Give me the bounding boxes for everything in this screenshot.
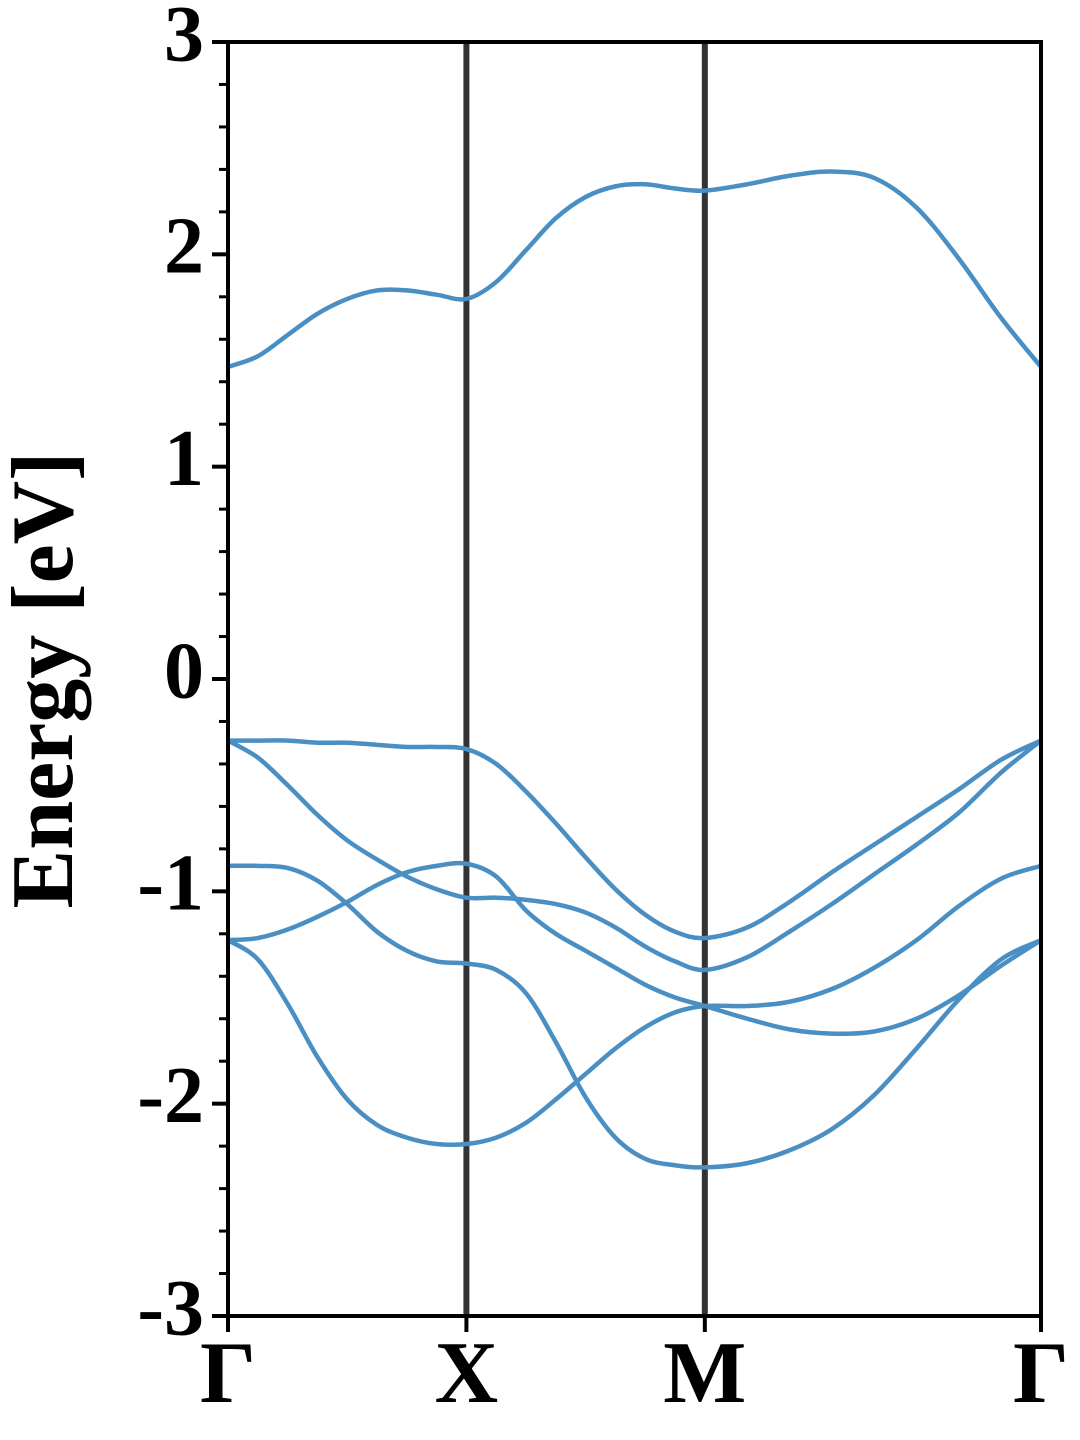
y-tick-label: 3 — [164, 0, 204, 78]
band — [227, 169, 1043, 370]
band — [226, 738, 1043, 973]
y-tick-label: -2 — [137, 1052, 204, 1140]
x-tick-label: X — [435, 1325, 499, 1422]
y-tick-label: 1 — [164, 415, 204, 503]
x-tick-label: Γ — [200, 1325, 256, 1422]
y-axis-label: Energy [eV] — [0, 452, 92, 909]
y-tick-label: -1 — [137, 840, 204, 928]
y-tick-label: 0 — [164, 627, 204, 715]
band — [228, 738, 1042, 941]
x-tick-label: Γ — [1013, 1325, 1069, 1422]
y-tick-label: -3 — [137, 1264, 204, 1352]
band — [227, 860, 1043, 1037]
y-tick-label: 2 — [164, 203, 204, 291]
band — [226, 863, 1042, 1148]
x-tick-label: M — [663, 1325, 746, 1422]
plot-frame — [226, 40, 1043, 1318]
